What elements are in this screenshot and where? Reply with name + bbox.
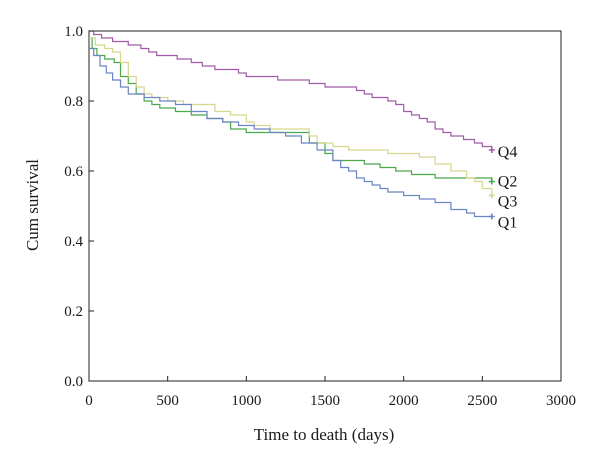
x-tick-label: 3000 (546, 393, 576, 409)
y-tick-label: 0.6 (64, 164, 83, 180)
series-label-q3: Q3 (498, 194, 518, 211)
series-line-q2 (89, 37, 493, 182)
y-tick-label: 1.0 (64, 24, 83, 40)
series-label-q2: Q2 (498, 174, 518, 191)
series-label-q4: Q4 (498, 144, 518, 161)
x-tick-label: 0 (85, 393, 93, 409)
series-line-q1 (89, 47, 492, 218)
series-end-marker-q3 (488, 192, 495, 199)
y-tick-label: 0.4 (64, 234, 83, 250)
series-line-q3 (89, 37, 493, 196)
y-tick-label: 0.2 (64, 304, 83, 320)
x-tick-label: 1500 (310, 393, 340, 409)
y-axis-label: Cum survival (23, 159, 42, 251)
x-axis-label: Time to death (days) (254, 425, 395, 444)
series-end-marker-q4 (488, 147, 495, 153)
y-tick-label: 0.0 (64, 374, 83, 390)
x-tick-label: 2000 (389, 393, 419, 409)
series-label-q1: Q1 (498, 215, 518, 232)
x-tick-label: 2500 (467, 393, 497, 409)
series-end-marker-q2 (488, 178, 495, 185)
x-tick-label: 500 (156, 393, 179, 409)
y-tick-label: 0.8 (64, 94, 83, 110)
x-tick-label: 1000 (231, 393, 261, 409)
series-end-marker-q1 (488, 213, 495, 220)
series-line-q4 (89, 30, 493, 150)
